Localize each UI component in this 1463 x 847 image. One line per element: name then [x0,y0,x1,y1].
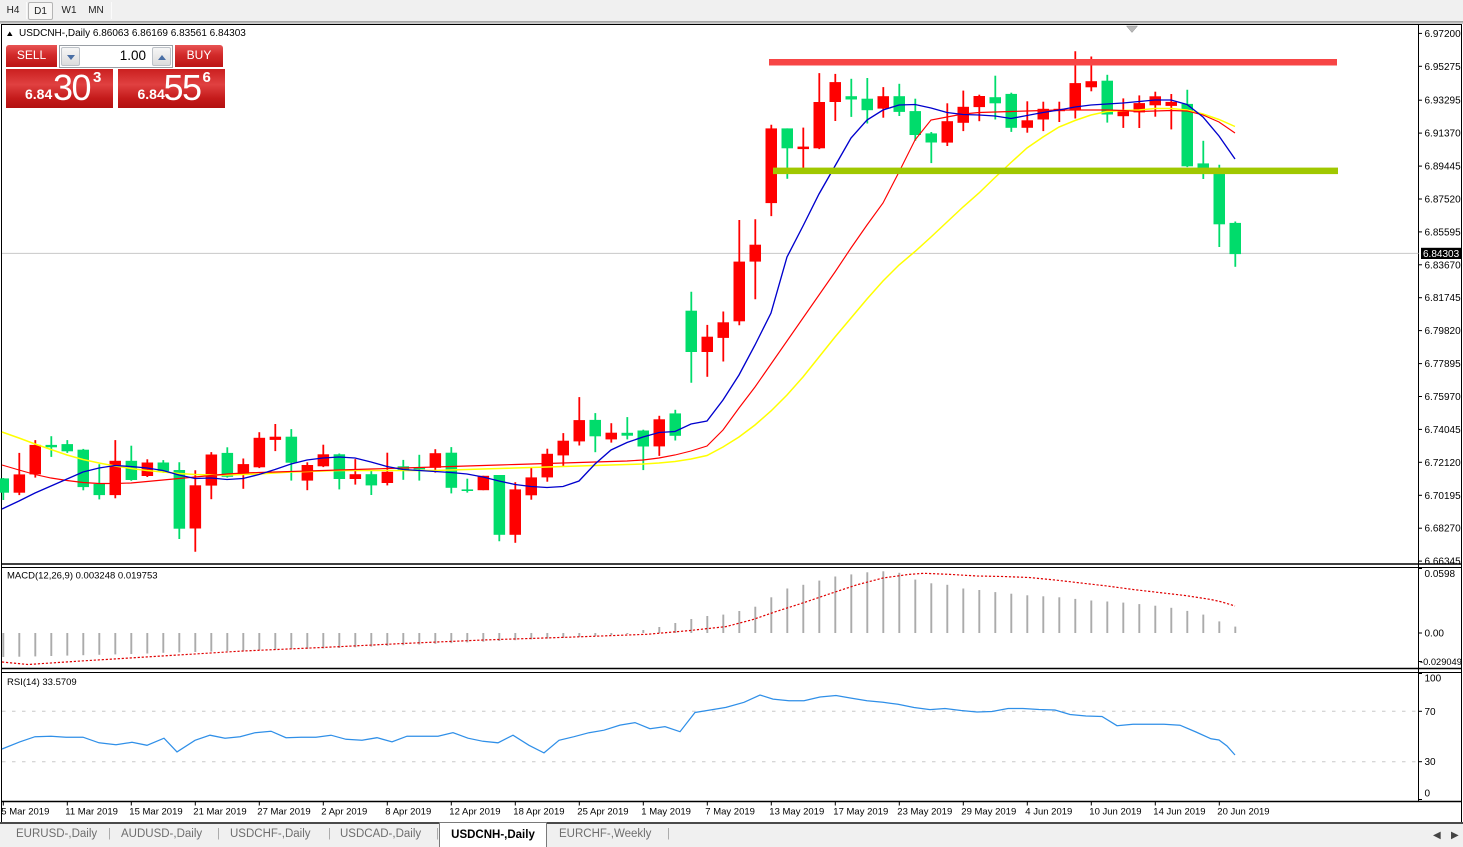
svg-text:0.00: 0.00 [1425,629,1445,640]
svg-text:MACD(12,26,9) 0.003248 0.01975: MACD(12,26,9) 0.003248 0.019753 [7,571,158,582]
svg-text:2 Apr 2019: 2 Apr 2019 [321,807,367,818]
svg-text:0: 0 [1425,789,1431,800]
svg-text:6.68270: 6.68270 [1425,524,1462,535]
svg-text:6.97200: 6.97200 [1425,29,1462,40]
svg-text:10 Jun 2019: 10 Jun 2019 [1089,807,1141,818]
svg-text:12 Apr 2019: 12 Apr 2019 [449,807,500,818]
svg-text:6.89445: 6.89445 [1425,162,1462,173]
svg-text:15 Mar 2019: 15 Mar 2019 [129,807,182,818]
svg-text:1 May 2019: 1 May 2019 [641,807,691,818]
svg-text:18 Apr 2019: 18 Apr 2019 [513,807,564,818]
svg-text:6.79820: 6.79820 [1425,326,1462,337]
svg-text:USDCNH-,Daily 6.86063 6.86169: USDCNH-,Daily 6.86063 6.86169 6.83561 6.… [19,28,246,39]
svg-text:6.74045: 6.74045 [1425,425,1462,436]
svg-text:17 May 2019: 17 May 2019 [833,807,888,818]
svg-text:13 May 2019: 13 May 2019 [769,807,824,818]
svg-text:7 May 2019: 7 May 2019 [705,807,755,818]
svg-text:6.70195: 6.70195 [1425,491,1462,502]
svg-text:29 May 2019: 29 May 2019 [961,807,1016,818]
svg-text:25 Apr 2019: 25 Apr 2019 [577,807,628,818]
svg-text:6.77895: 6.77895 [1425,359,1462,370]
svg-text:6.83670: 6.83670 [1425,260,1462,271]
svg-text:-0.029049: -0.029049 [1420,657,1462,667]
svg-text:14 Jun 2019: 14 Jun 2019 [1153,807,1205,818]
svg-text:6.85595: 6.85595 [1425,227,1462,238]
svg-text:11 Mar 2019: 11 Mar 2019 [65,807,118,818]
svg-text:100: 100 [1425,674,1442,685]
svg-text:70: 70 [1425,707,1437,718]
svg-text:6.66345: 6.66345 [1425,557,1462,568]
svg-text:5 Mar 2019: 5 Mar 2019 [1,807,49,818]
svg-text:27 Mar 2019: 27 Mar 2019 [257,807,310,818]
svg-text:20 Jun 2019: 20 Jun 2019 [1217,807,1269,818]
svg-text:6.72120: 6.72120 [1425,458,1462,469]
svg-text:6.91370: 6.91370 [1425,129,1462,140]
svg-text:4 Jun 2019: 4 Jun 2019 [1025,807,1072,818]
svg-text:21 Mar 2019: 21 Mar 2019 [193,807,246,818]
svg-text:6.84303: 6.84303 [1423,249,1460,260]
svg-text:6.87520: 6.87520 [1425,195,1462,206]
svg-text:RSI(14) 33.5709: RSI(14) 33.5709 [7,677,77,688]
svg-text:6.75970: 6.75970 [1425,392,1462,403]
svg-text:0.0598: 0.0598 [1425,569,1456,580]
svg-text:6.95275: 6.95275 [1425,62,1462,73]
svg-text:8 Apr 2019: 8 Apr 2019 [385,807,431,818]
svg-text:30: 30 [1425,757,1437,768]
svg-text:6.81745: 6.81745 [1425,293,1462,304]
svg-text:6.93295: 6.93295 [1425,96,1462,107]
svg-text:23 May 2019: 23 May 2019 [897,807,952,818]
